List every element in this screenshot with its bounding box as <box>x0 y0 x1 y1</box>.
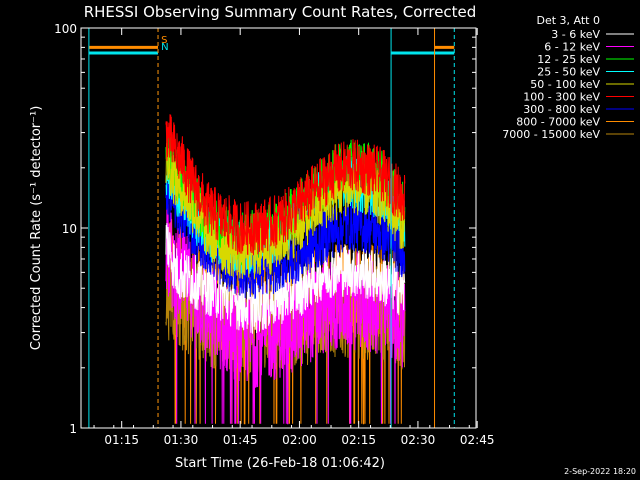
vline-layer <box>88 28 455 428</box>
legend-label-3: 12 - 25 keV <box>537 53 600 66</box>
legend-label-2: 6 - 12 keV <box>544 41 600 54</box>
legend-label-1: 3 - 6 keV <box>551 28 600 41</box>
flag-layer <box>88 45 455 55</box>
series-line-1 <box>165 222 406 334</box>
chart-title: RHESSI Observing Summary Count Rates, Co… <box>84 3 477 21</box>
x-tick-label-4: 02:00 <box>282 433 317 447</box>
series-line-6 <box>165 114 406 256</box>
y-tick-label-2: 10 <box>62 222 77 236</box>
y-axis-label: Corrected Count Rate (s⁻¹ detector⁻¹) <box>29 106 44 351</box>
legend-label-6: 100 - 300 keV <box>523 91 600 104</box>
x-tick-label-3: 01:45 <box>223 433 258 447</box>
x-tick-label-6: 02:30 <box>401 433 436 447</box>
legend-label-9: 7000 - 15000 keV <box>502 128 600 141</box>
flag-label-s: S <box>161 35 167 46</box>
legend-title: Det 3, Att 0 <box>537 14 601 27</box>
series-layer <box>165 114 406 425</box>
legend-label-5: 50 - 100 keV <box>530 78 600 91</box>
y-tick-label-1: 1 <box>69 422 77 436</box>
legend-label-8: 800 - 7000 keV <box>516 116 600 129</box>
legend-label-4: 25 - 50 keV <box>537 66 600 79</box>
flag-letters: SN <box>161 35 168 53</box>
legend-label-7: 300 - 800 keV <box>523 103 600 116</box>
y-tick-label-3: 100 <box>54 22 77 36</box>
x-tick-label-2: 01:30 <box>164 433 199 447</box>
x-axis-label: Start Time (26-Feb-18 01:06:42) <box>175 456 385 471</box>
y-axis-ticks: 1 10 100 <box>54 22 476 436</box>
x-tick-label-7: 02:45 <box>460 433 495 447</box>
x-tick-label-5: 02:15 <box>341 433 376 447</box>
x-axis-ticks: 01:15 01:30 01:45 02:00 02:15 02:30 02:45 <box>93 28 495 447</box>
x-tick-label-1: 01:15 <box>104 433 139 447</box>
footer-date: 2-Sep-2022 18:20 <box>564 467 636 476</box>
flag-label-n: N <box>161 42 168 53</box>
